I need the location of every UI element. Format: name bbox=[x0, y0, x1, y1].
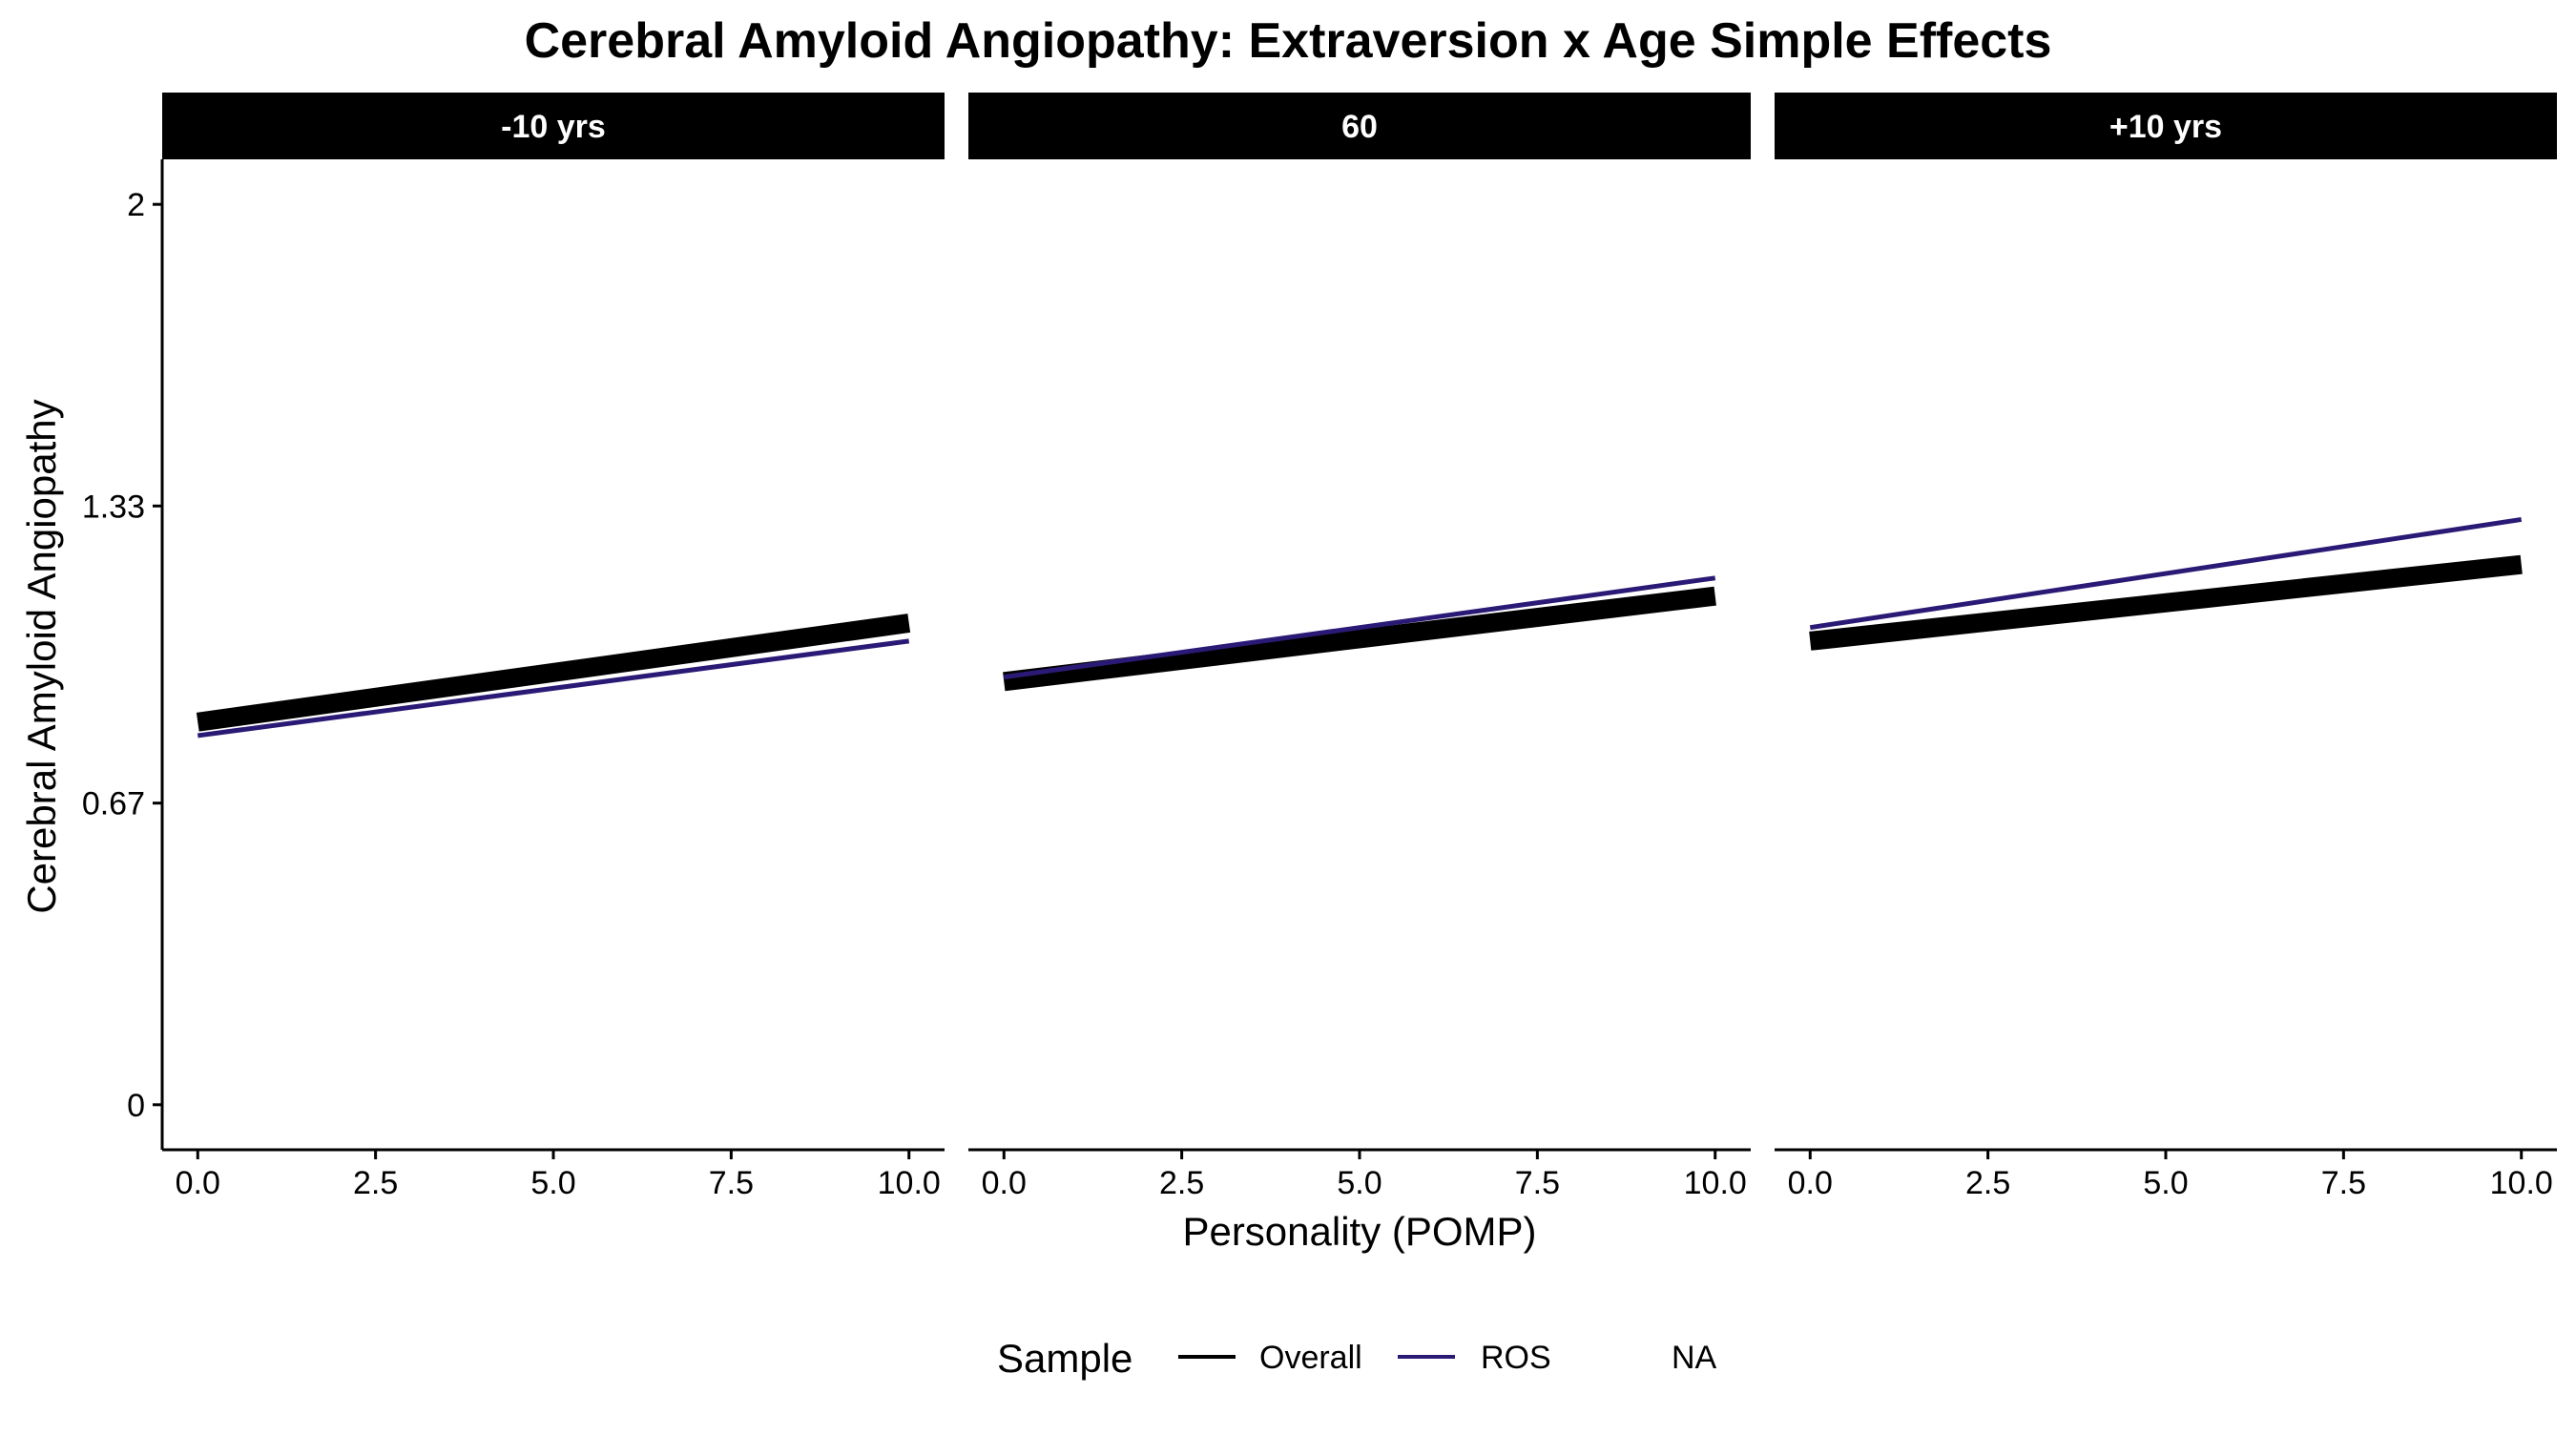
legend: Sample Overall ROS NA bbox=[997, 1336, 1717, 1381]
x-tick-label: 10.0 bbox=[2490, 1165, 2553, 1201]
legend-title: Sample bbox=[997, 1336, 1132, 1381]
x-tick-label: 10.0 bbox=[1684, 1165, 1747, 1201]
facet-strip bbox=[968, 93, 1751, 159]
x-axis-title: Personality (POMP) bbox=[1182, 1209, 1536, 1254]
x-tick-label: 7.5 bbox=[1515, 1165, 1560, 1201]
x-tick-label: 0.0 bbox=[1788, 1165, 1833, 1201]
y-axis-title: Cerebral Amyloid Angiopathy bbox=[19, 399, 64, 913]
x-tick-label: 5.0 bbox=[1337, 1165, 1381, 1201]
x-tick-label: 7.5 bbox=[2321, 1165, 2366, 1201]
y-tick-label: 1.33 bbox=[82, 489, 145, 525]
x-tick-label: 0.0 bbox=[176, 1165, 220, 1201]
facet-strip-label: +10 yrs bbox=[2109, 109, 2222, 145]
facet-strip bbox=[162, 93, 945, 159]
series-line-overall bbox=[1003, 586, 1716, 692]
y-tick-label: 2 bbox=[127, 187, 145, 223]
legend-label-na: NA bbox=[1672, 1340, 1717, 1376]
facet-strip-label: -10 yrs bbox=[501, 109, 606, 145]
x-tick-label: 10.0 bbox=[878, 1165, 941, 1201]
panel-1: -10 yrs 0 0.67 1.33 2 0.0 2.5 5.0 7.5 10.0 bbox=[82, 93, 945, 1201]
series-line-ros bbox=[1003, 575, 1716, 680]
facet-strip bbox=[1775, 93, 2557, 159]
x-tick-label: 2.5 bbox=[353, 1165, 398, 1201]
panel-2: 60 0.0 2.5 5.0 7.5 10.0 bbox=[968, 93, 1751, 1201]
y-tick-label: 0.67 bbox=[82, 786, 145, 822]
y-tick-label: 0 bbox=[127, 1088, 145, 1124]
x-tick-label: 2.5 bbox=[1965, 1165, 2010, 1201]
x-tick-label: 5.0 bbox=[530, 1165, 575, 1201]
x-tick-label: 0.0 bbox=[982, 1165, 1027, 1201]
legend-label-overall: Overall bbox=[1259, 1340, 1362, 1376]
x-tick-label: 2.5 bbox=[1159, 1165, 1204, 1201]
series-line-overall bbox=[196, 614, 911, 732]
x-tick-label: 7.5 bbox=[709, 1165, 754, 1201]
facet-strip-label: 60 bbox=[1341, 109, 1378, 145]
series-line-overall bbox=[1809, 554, 2523, 651]
chart-title: Cerebral Amyloid Angiopathy: Extraversio… bbox=[525, 13, 2052, 69]
series-line-ros bbox=[197, 638, 910, 739]
legend-label-ros: ROS bbox=[1481, 1340, 1551, 1376]
x-tick-label: 5.0 bbox=[2143, 1165, 2188, 1201]
facet-panels: -10 yrs 0 0.67 1.33 2 0.0 2.5 5.0 7.5 10.0 60 0.0 2.… bbox=[82, 93, 2557, 1201]
series-line-ros bbox=[1809, 516, 2523, 631]
panel-3: +10 yrs 0.0 2.5 5.0 7.5 10.0 bbox=[1775, 93, 2557, 1201]
